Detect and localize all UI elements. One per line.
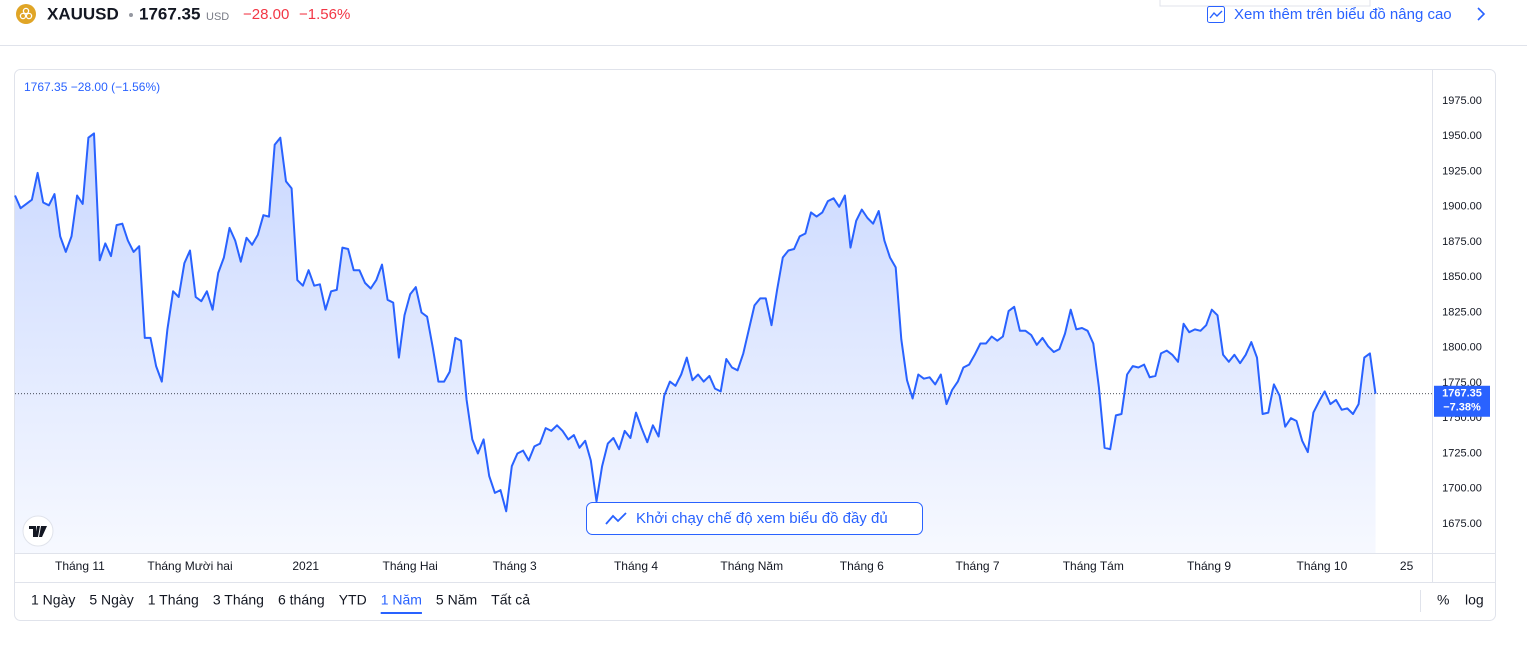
y-tick-label: 1825.00 (1442, 306, 1482, 318)
range-button[interactable]: 3 Tháng (213, 592, 264, 608)
controls: 1 Ngày 5 Ngày 1 Tháng 3 Tháng 6 tháng YTD 1 Nă… (31, 592, 1484, 614)
x-tick-label: Tháng 11 (55, 559, 105, 573)
price-line (14, 132, 1377, 513)
button-frame[interactable] (586, 502, 923, 535)
link-icon-line (1209, 10, 1223, 19)
last-price-box (1434, 385, 1490, 417)
change-pct: −1.56% (299, 6, 350, 23)
y-tick-label: 1850.00 (1442, 271, 1482, 283)
y-tick-label: 1900.00 (1442, 201, 1482, 213)
x-tick-label: 25 (1400, 559, 1414, 573)
chevron (1477, 7, 1486, 21)
range-button[interactable]: 1 Năm (381, 592, 422, 608)
y-tick-label: 1975.00 (1442, 95, 1482, 107)
last-price-label: 1767.35 (1442, 388, 1482, 400)
range-button[interactable]: 1 Tháng (148, 592, 199, 608)
button-icon (605, 512, 627, 525)
advanced-link[interactable]: Xem thêm trên biểu đồ nâng cao (1234, 6, 1452, 23)
x-tick-label: Tháng Hai (382, 559, 437, 573)
range-button[interactable]: Tất cả (491, 592, 530, 608)
scale-option[interactable]: log (1465, 592, 1484, 608)
plot (14, 132, 1432, 553)
icon-part (22, 7, 30, 15)
scale-option[interactable]: % (1437, 592, 1449, 608)
y-tick-label: 1875.00 (1442, 236, 1482, 248)
x-tick-label: Tháng 6 (840, 559, 884, 573)
y-tick-label: 1950.00 (1442, 130, 1482, 142)
icon-part (25, 12, 33, 20)
separator (129, 13, 133, 17)
range-button[interactable]: 5 Năm (436, 592, 477, 608)
area (15, 133, 1376, 553)
range-button[interactable]: 1 Ngày (31, 592, 75, 608)
y-tick-label: 1725.00 (1442, 447, 1482, 459)
link-icon[interactable] (1207, 6, 1225, 23)
currency: USD (206, 11, 229, 23)
price: 1767.35 (139, 4, 200, 23)
x-tick-label: Tháng 9 (1187, 559, 1231, 573)
range-button[interactable]: 5 Ngày (89, 592, 133, 608)
x-tick-label: Tháng Năm (720, 559, 783, 573)
logo-mark (29, 526, 47, 537)
x-tick-label: Tháng 3 (493, 559, 537, 573)
icon-part (19, 12, 27, 20)
range-button[interactable]: 6 tháng (278, 592, 325, 608)
chart-frame (14, 69, 1496, 621)
y-tick-label: 1675.00 (1442, 518, 1482, 530)
change: −28.00 (243, 6, 289, 23)
y-tick-label: 1925.00 (1442, 165, 1482, 177)
symbol: XAUUSD (47, 4, 119, 23)
dropdown-edge (1159, 0, 1371, 7)
range-button[interactable]: YTD (339, 592, 367, 608)
y-tick-label: 1800.00 (1442, 342, 1482, 354)
last-change-label: −7.38% (1443, 402, 1481, 414)
x-tick-label: Tháng Tám (1063, 559, 1124, 573)
x-tick-label: 2021 (292, 559, 319, 573)
button-label[interactable]: Khởi chạy chế độ xem biểu đồ đầy đủ (636, 510, 888, 527)
x-tick-label: Tháng 10 (1297, 559, 1348, 573)
x-tick-label: Tháng Mười hai (147, 559, 232, 573)
x-tick-label: Tháng 4 (614, 559, 658, 573)
y-tick-label: 1700.00 (1442, 483, 1482, 495)
tv-logo (22, 515, 54, 547)
fullscreen-button[interactable]: Khởi chạy chế độ xem biểu đồ đầy đủ (586, 502, 923, 535)
x-tick-label: Tháng 7 (956, 559, 1000, 573)
legend: 1767.35 −28.00 (−1.56%) (24, 80, 160, 94)
